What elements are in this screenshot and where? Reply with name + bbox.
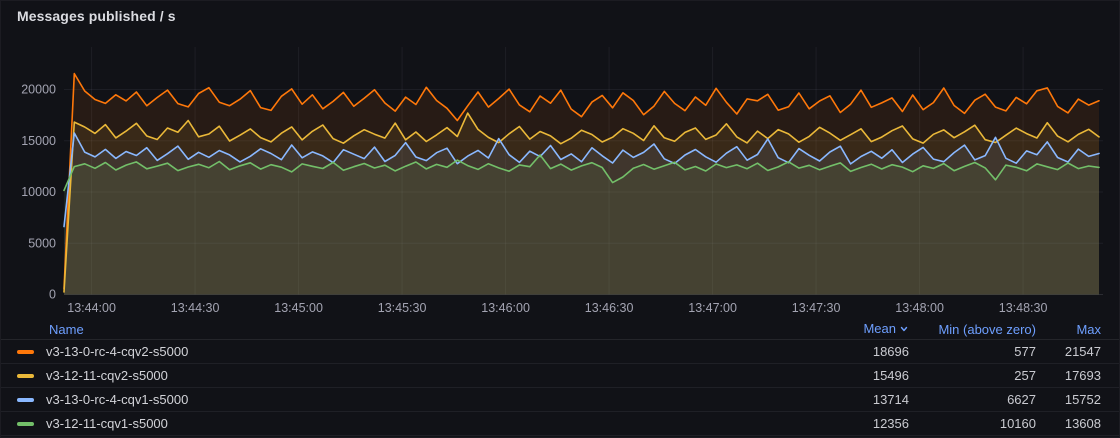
x-axis-tick-label: 13:44:30 [171,301,220,315]
series-fill-v3-12-11-cqv2-s5000 [64,113,1099,295]
legend-row[interactable]: v3-13-0-rc-4-cqv2-s5000 18696 577 21547 [1,340,1119,364]
y-axis-tick-label: 10000 [21,185,56,199]
legend-col-mean-label: Mean [863,321,896,336]
series-color-swatch [17,397,34,402]
series-color-swatch [17,421,34,426]
series-name[interactable]: v3-12-11-cqv2-s5000 [46,368,168,383]
x-axis-tick-label: 13:48:00 [895,301,944,315]
series-mean-value: 18696 [872,344,909,359]
series-line-v3-13-0-rc-4-cqv1-s5000[interactable] [63,132,1100,228]
series-mean-value: 15496 [872,368,909,383]
series-min-value: 6627 [1007,392,1036,407]
series-line-v3-13-0-rc-4-cqv2-s5000[interactable] [63,72,1100,290]
series-name[interactable]: v3-12-11-cqv1-s5000 [46,416,168,431]
legend-row[interactable]: v3-13-0-rc-4-cqv1-s5000 13714 6627 15752 [1,388,1119,412]
legend-col-mean[interactable]: Mean [789,321,909,337]
legend-table: Name Mean Min (above zero) Max v3-13-0-r… [1,319,1119,436]
series-name[interactable]: v3-13-0-rc-4-cqv2-s5000 [46,344,189,359]
series-color-swatch [17,373,34,378]
legend-col-name[interactable]: Name [49,321,84,337]
legend-rows: v3-13-0-rc-4-cqv2-s5000 18696 577 21547 v3-1… [1,340,1119,436]
series-line-v3-12-11-cqv1-s5000[interactable] [63,154,1100,192]
y-axis-tick-label: 0 [49,288,56,302]
series-max-value: 17693 [1064,368,1101,383]
series-min-value: 10160 [999,416,1036,431]
series-mean-value: 13714 [872,392,909,407]
timeseries-chart[interactable]: 13:44:00 13:44:30 13:45:00 13:45:30 13:46:00… [1,1,1120,319]
legend-row[interactable]: v3-12-11-cqv1-s5000 12356 10160 13608 [1,412,1119,436]
legend-header: Name Mean Min (above zero) Max [1,319,1119,340]
series-fill-v3-12-11-cqv1-s5000 [64,155,1099,295]
x-axis-tick-label: 13:45:30 [378,301,427,315]
x-axis-tick-label: 13:44:00 [67,301,116,315]
x-axis-tick-label: 13:46:00 [481,301,530,315]
series-min-value: 577 [1014,344,1036,359]
series-color-swatch [17,349,34,354]
y-axis-tick-label: 20000 [21,83,56,97]
series-max-value: 15752 [1064,392,1101,407]
series-fill-v3-13-0-rc-4-cqv1-s5000 [64,133,1099,295]
legend-row[interactable]: v3-12-11-cqv2-s5000 15496 257 17693 [1,364,1119,388]
series-fill-v3-13-0-rc-4-cqv2-s5000 [64,73,1099,295]
x-axis-tick-label: 13:46:30 [585,301,634,315]
series-min-value: 257 [1014,368,1036,383]
x-axis-tick-label: 13:47:30 [792,301,841,315]
legend-col-max[interactable]: Max [1076,321,1101,337]
x-axis-tick-label: 13:45:00 [274,301,323,315]
y-axis-tick-label: 15000 [21,134,56,148]
series-max-value: 13608 [1064,416,1101,431]
sort-caret-down-icon [899,322,909,337]
y-axis-tick-label: 5000 [28,236,56,250]
x-axis-tick-label: 13:48:30 [999,301,1048,315]
legend-col-min[interactable]: Min (above zero) [938,321,1036,337]
series-name[interactable]: v3-13-0-rc-4-cqv1-s5000 [46,392,189,407]
series-mean-value: 12356 [872,416,909,431]
x-axis-tick-label: 13:47:00 [688,301,737,315]
series-max-value: 21547 [1064,344,1101,359]
panel-title[interactable]: Messages published / s [17,8,176,24]
series-line-v3-12-11-cqv2-s5000[interactable] [63,112,1100,293]
